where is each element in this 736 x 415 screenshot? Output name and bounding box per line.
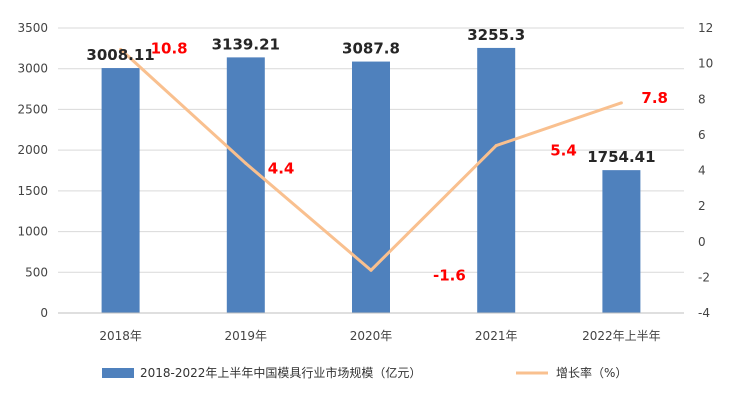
left-tick-label: 3000	[17, 62, 48, 76]
left-tick-label: 2500	[17, 102, 48, 116]
bar	[226, 57, 265, 313]
x-tick-label: 2022年上半年	[582, 329, 661, 343]
bar	[477, 47, 516, 314]
bar-value-label: 1754.41	[587, 148, 655, 166]
right-tick-label: 4	[698, 164, 706, 178]
x-tick-label: 2021年	[475, 329, 518, 343]
bar-value-label: 3255.3	[467, 26, 525, 44]
rate-value-label: 10.8	[151, 39, 188, 57]
right-tick-label: 12	[698, 21, 713, 35]
left-tick-label: 500	[25, 265, 48, 279]
left-tick-label: 0	[40, 306, 48, 320]
x-tick-label: 2018年	[99, 329, 142, 343]
rate-value-label: -1.6	[433, 266, 466, 284]
left-tick-label: 2000	[17, 143, 48, 157]
line-point	[619, 101, 623, 105]
right-axis: -4 -2 0 2 4 6 8 10 12	[698, 21, 713, 320]
x-tick-label: 2020年	[350, 329, 393, 343]
right-tick-label: 0	[698, 235, 706, 249]
legend: 2018-2022年上半年中国模具行业市场规模（亿元） 增长率（%）	[102, 365, 627, 380]
right-tick-label: 10	[698, 57, 713, 71]
rate-value-label: 5.4	[550, 142, 577, 160]
right-tick-label: -2	[698, 270, 710, 284]
x-axis: 2018年 2019年 2020年 2021年 2022年上半年	[58, 312, 684, 343]
right-tick-label: 2	[698, 199, 706, 213]
left-tick-label: 1000	[17, 225, 48, 239]
line-point	[119, 47, 123, 51]
bar-value-label: 3008.11	[86, 46, 154, 64]
legend-bar-swatch	[102, 368, 134, 378]
left-tick-label: 1500	[17, 184, 48, 198]
bar	[101, 68, 140, 314]
rate-value-label: 4.4	[268, 159, 295, 177]
left-tick-label: 3500	[17, 21, 48, 35]
bar-value-label: 3087.8	[342, 40, 400, 58]
rate-value-label: 7.8	[641, 89, 668, 107]
line-point	[494, 144, 498, 148]
line-point	[244, 161, 248, 165]
legend-line-label: 增长率（%）	[556, 365, 627, 380]
left-axis: 0 500 1000 1500 2000 2500 3000 3500	[17, 21, 48, 320]
legend-bar-label: 2018-2022年上半年中国模具行业市场规模（亿元）	[140, 365, 421, 380]
line-point	[369, 268, 373, 272]
bar	[352, 61, 390, 314]
bar	[602, 170, 641, 313]
bar-series	[101, 47, 641, 314]
right-tick-label: 8	[698, 92, 706, 106]
line-series	[119, 47, 623, 272]
x-tick-label: 2019年	[225, 329, 268, 343]
right-tick-label: -4	[698, 306, 710, 320]
right-tick-label: 6	[698, 128, 706, 142]
rate-value-labels: 10.8 4.4 -1.6 5.4 7.8	[151, 39, 668, 284]
bar-value-labels: 3008.11 3139.21 3087.8 3255.3 1754.41	[86, 26, 655, 166]
bar-value-label: 3139.21	[212, 35, 280, 53]
